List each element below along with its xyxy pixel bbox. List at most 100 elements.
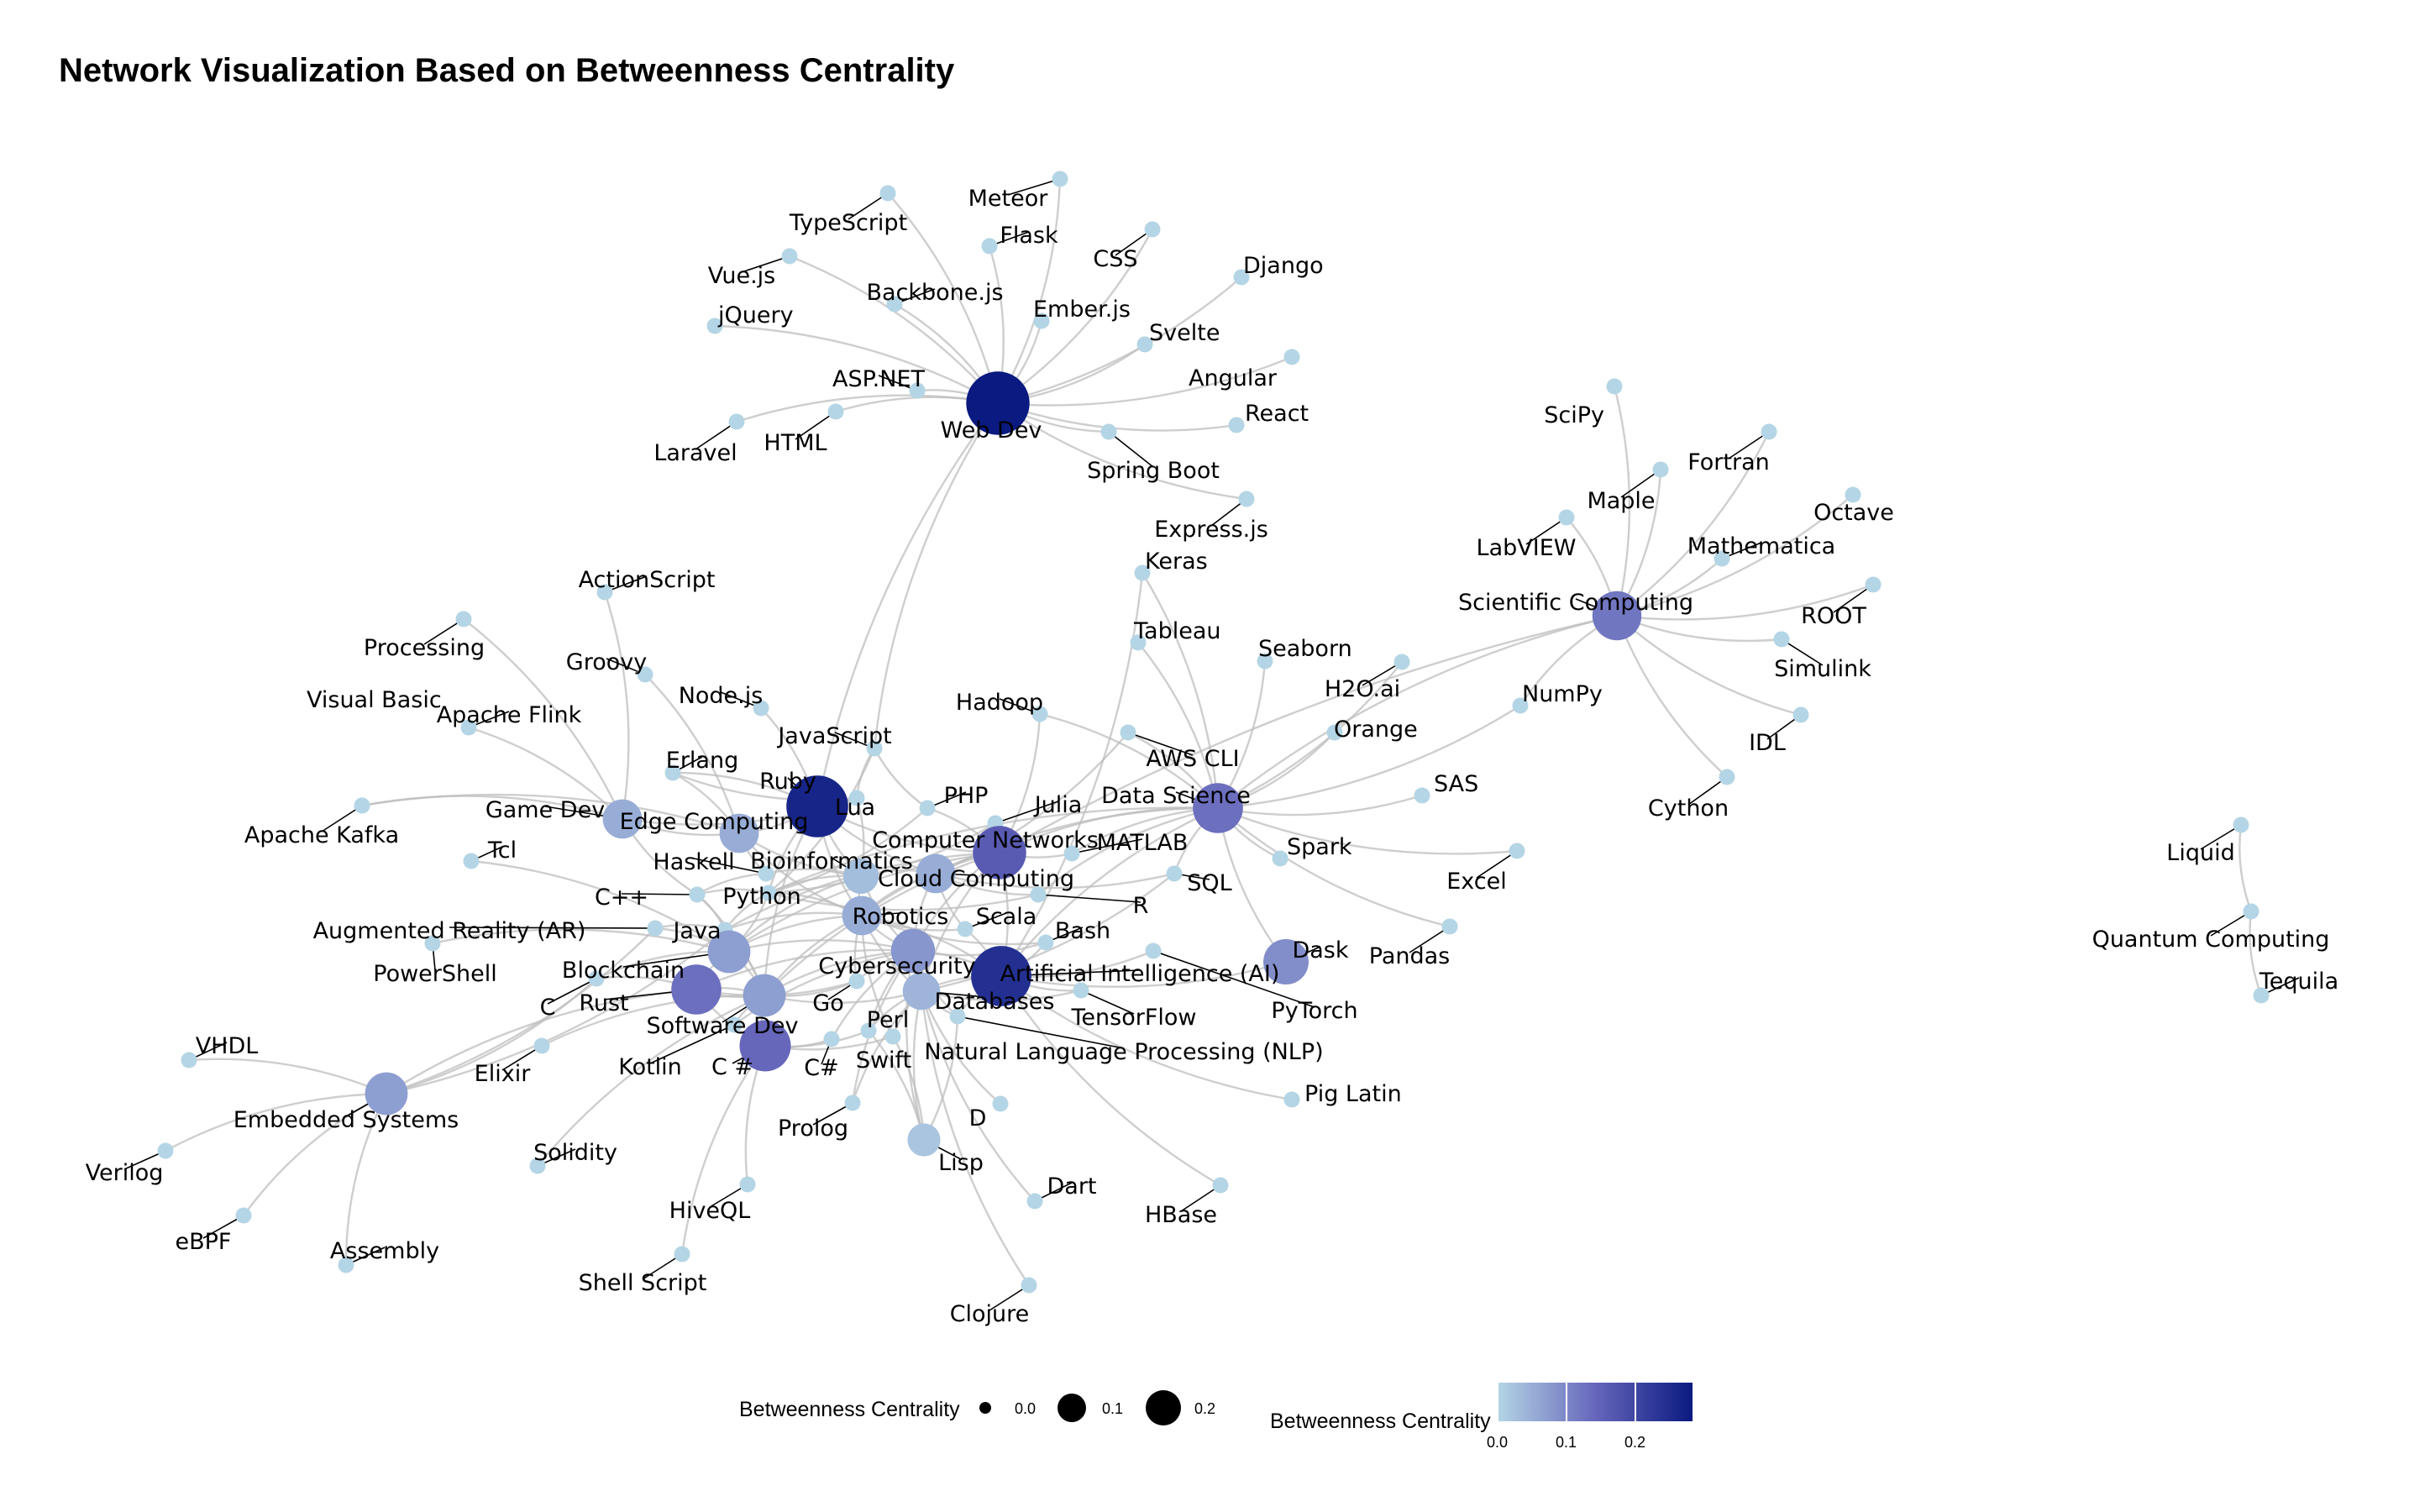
node-rust — [671, 964, 722, 1015]
node-label-bioinformatics: Bioinformatics — [750, 848, 913, 874]
node-excel — [1509, 843, 1525, 859]
leader-spring-boot — [1108, 431, 1154, 468]
node-label-game-dev: Game Dev — [485, 797, 605, 823]
node-pandas — [1441, 918, 1458, 935]
color-legend: Betweenness Centrality 0.0 0.1 0.2 — [1270, 1383, 1693, 1451]
node-label-tensorflow: TensorFlow — [1071, 1005, 1197, 1031]
edge-databases-clojure — [920, 990, 1030, 1286]
node-label-ruby: Ruby — [759, 769, 816, 795]
node-label-rust: Rust — [579, 990, 628, 1016]
node-d — [992, 1095, 1009, 1112]
leader-root — [1833, 584, 1874, 613]
node-label-react: React — [1245, 401, 1309, 427]
node-label-vue-js: Vue.js — [708, 263, 776, 289]
node-clojure — [1021, 1277, 1037, 1294]
node-asp-net — [909, 382, 926, 399]
node-vue-js — [781, 248, 798, 265]
node-label-apache-kafka: Apache Kafka — [244, 822, 399, 848]
node-label-css: CSS — [1093, 246, 1137, 272]
node-label-prolog: Prolog — [778, 1116, 848, 1142]
node-label-edge-computing: Edge Computing — [620, 809, 809, 835]
node-label-python: Python — [722, 884, 801, 910]
node-label-lisp: Lisp — [938, 1150, 984, 1176]
node-natural-language-processing-nlp — [949, 1008, 966, 1025]
chart-title: Network Visualization Based on Betweenne… — [59, 52, 955, 89]
edge-scientific-computing-scipy — [1613, 386, 1631, 617]
leader-vue-js — [741, 255, 790, 273]
node-scipy — [1606, 378, 1623, 395]
node-label-mathematica: Mathematica — [1687, 533, 1835, 559]
node-angular — [1283, 349, 1300, 365]
node-haskell — [758, 865, 774, 882]
edge-web-dev-django — [997, 276, 1242, 405]
size-legend-mark-large — [1146, 1390, 1181, 1425]
node-ruby — [786, 775, 848, 837]
edge-data-science-keras — [1141, 572, 1220, 809]
node-c — [689, 886, 706, 903]
edge-data-science-h2o-ai — [1217, 661, 1403, 810]
node-label-matlab: MATLAB — [1097, 830, 1189, 856]
node-label-aws-cli: AWS CLI — [1146, 746, 1239, 772]
node-label-shell-script: Shell Script — [579, 1270, 707, 1296]
node-label-fortran: Fortran — [1687, 449, 1770, 475]
color-legend-title: Betweenness Centrality — [1270, 1410, 1491, 1433]
node-web-dev — [966, 371, 1030, 435]
node-label-svelte: Svelte — [1149, 320, 1220, 346]
node-tcl — [463, 853, 480, 869]
edge-databases-sql — [921, 873, 1175, 993]
node-apache-kafka — [354, 797, 370, 814]
node-software-dev — [743, 974, 786, 1017]
edge-game-dev-actionscript — [603, 591, 630, 820]
node-c — [823, 1031, 840, 1047]
node-processing — [455, 611, 472, 627]
node-sas — [1414, 787, 1430, 804]
node-label-octave: Octave — [1813, 500, 1894, 526]
node-label-ember-js: Ember.js — [1033, 297, 1131, 323]
node-c — [588, 970, 605, 987]
node-pytorch — [1145, 942, 1162, 959]
edge-quantum-computing-tequila — [2249, 911, 2263, 996]
node-meteor — [1052, 171, 1068, 187]
node-label-solidity: Solidity — [533, 1140, 617, 1166]
node-label-perl: Perl — [867, 1007, 910, 1033]
node-label-artificial-intelligence-ai: Artificial Intelligence (AI) — [1000, 961, 1280, 987]
node-label-groovy: Groovy — [566, 649, 647, 675]
node-bioinformatics — [842, 858, 879, 895]
node-label-laravel: Laravel — [653, 440, 737, 466]
node-scientific-computing — [1592, 591, 1642, 641]
edge-c-shell-script — [680, 1045, 766, 1255]
node-label-c: C — [540, 995, 556, 1021]
node-label-hbase: HBase — [1145, 1202, 1217, 1228]
node-label-seaborn: Seaborn — [1258, 636, 1352, 662]
leader-julia — [995, 801, 1059, 824]
edge-embedded-systems-assembly — [344, 1093, 388, 1266]
node-label-c: C# — [804, 1055, 838, 1081]
size-legend-label-2: 0.2 — [1194, 1400, 1215, 1417]
node-label-dart: Dart — [1047, 1173, 1096, 1200]
node-augmented-reality-ar — [647, 920, 664, 937]
node-tensorflow — [1073, 982, 1089, 999]
edge-artificial-intelligence-ai-pig-latin — [1000, 975, 1293, 1101]
node-vhdl — [181, 1052, 197, 1068]
size-legend-label-1: 0.1 — [1102, 1400, 1123, 1417]
node-label-orange: Orange — [1334, 717, 1418, 743]
leader-c — [621, 893, 698, 895]
leader-laravel — [695, 421, 737, 450]
node-tequila — [2253, 987, 2270, 1004]
edge-scientific-computing-octave — [1616, 494, 1854, 617]
node-c — [739, 1020, 791, 1072]
node-label-hadoop: Hadoop — [956, 690, 1043, 716]
node-dask — [1263, 939, 1309, 984]
nodes-layer — [157, 171, 2270, 1294]
node-label-robotics: Robotics — [853, 904, 949, 930]
node-label-clojure: Clojure — [950, 1301, 1030, 1327]
node-label-h2o-ai: H2O.ai — [1325, 676, 1400, 702]
node-typescript — [879, 185, 896, 202]
node-fortran — [1761, 423, 1777, 440]
leader-r — [1037, 894, 1142, 903]
edge-python-r — [768, 891, 1039, 911]
node-label-software-dev: Software Dev — [647, 1013, 799, 1039]
node-go — [848, 973, 865, 990]
node-data-science — [1193, 783, 1243, 833]
